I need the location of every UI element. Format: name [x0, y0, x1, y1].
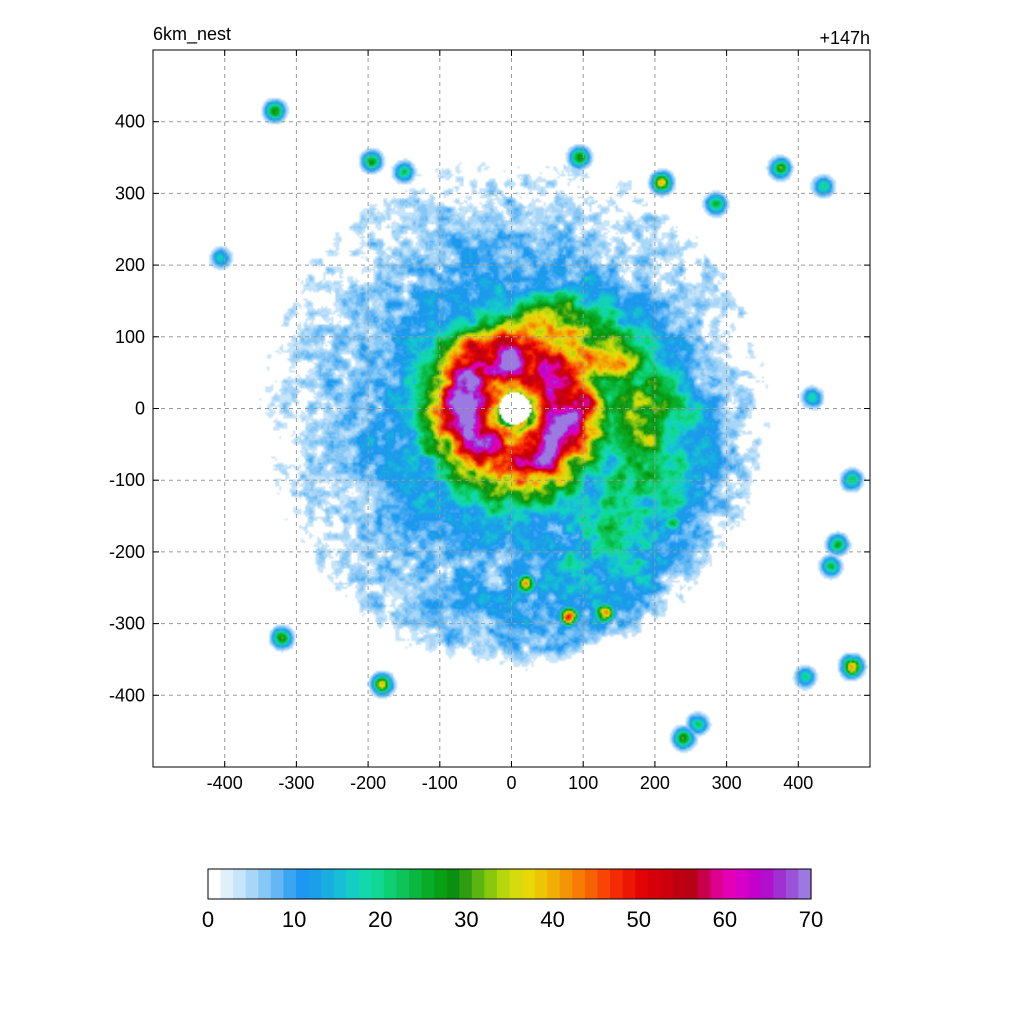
colorbar-label-7: 70 — [799, 907, 823, 932]
colorbar-swatch-5 — [270, 869, 284, 899]
colorbar-swatch-22 — [484, 869, 498, 899]
colorbar-swatch-1 — [220, 869, 234, 899]
colorbar-swatch-31 — [597, 869, 611, 899]
colorbar-swatch-39 — [697, 869, 712, 899]
colorbar-swatch-40 — [710, 869, 724, 899]
title-right: +147h — [819, 28, 870, 48]
x-axis: -400 -300 -200 -100 0 100 200 300 400 — [207, 50, 813, 793]
x-tick-label-0: -400 — [207, 773, 243, 793]
x-tick-label-2: -200 — [350, 773, 386, 793]
y-tick-label-2: 200 — [115, 255, 145, 275]
colorbar-label-4: 40 — [540, 907, 564, 932]
colorbar-swatch-20 — [459, 869, 473, 899]
x-tick-label-8: 400 — [783, 773, 813, 793]
colorbar-swatch-12 — [358, 869, 372, 899]
colorbar-swatch-15 — [396, 869, 410, 899]
colorbar-swatch-25 — [522, 869, 536, 899]
colorbar-swatch-24 — [509, 869, 523, 899]
colorbar-label-2: 20 — [368, 907, 392, 932]
y-tick-label-5: -100 — [109, 470, 145, 490]
colorbar-swatch-29 — [572, 869, 586, 899]
colorbar-label-6: 60 — [713, 907, 737, 932]
colorbar-swatch-46 — [785, 869, 800, 899]
colorbar-swatch-32 — [610, 869, 624, 899]
colorbar-swatch-13 — [371, 869, 385, 899]
x-tick-label-6: 200 — [640, 773, 670, 793]
intensity-field — [153, 50, 870, 767]
colorbar-swatch-34 — [635, 869, 649, 899]
colorbar-label-3: 30 — [454, 907, 478, 932]
x-tick-label-1: -300 — [278, 773, 314, 793]
colorbar-swatch-10 — [333, 869, 347, 899]
colorbar-swatch-3 — [245, 869, 259, 899]
colorbar-swatch-0 — [208, 869, 222, 899]
colorbar-swatch-7 — [295, 869, 310, 899]
colorbar-swatch-43 — [748, 869, 762, 899]
colorbar-swatch-28 — [559, 869, 573, 899]
colorbar-swatch-42 — [735, 869, 749, 899]
colorbar-swatch-9 — [321, 869, 335, 899]
plot-area — [153, 50, 870, 767]
colorbar-frame — [207, 868, 812, 900]
colorbar-swatch-21 — [471, 869, 485, 899]
colorbar-swatch-19 — [446, 869, 460, 899]
colorbar-swatch-37 — [672, 869, 686, 899]
colorbar-swatch-14 — [383, 869, 398, 899]
colorbar-swatch-26 — [534, 869, 548, 899]
x-tick-label-3: -100 — [422, 773, 458, 793]
colorbar-swatch-41 — [723, 869, 737, 899]
y-tick-label-1: 300 — [115, 183, 145, 203]
colorbar-swatch-4 — [258, 869, 272, 899]
y-tick-label-0: 400 — [115, 112, 145, 132]
x-tick-label-4: 0 — [506, 773, 516, 793]
title-left: 6km_nest — [153, 24, 231, 45]
x-tick-label-7: 300 — [712, 773, 742, 793]
colorbar-swatch-27 — [547, 869, 561, 899]
colorbar-swatch-11 — [346, 869, 360, 899]
colorbar-label-5: 50 — [626, 907, 650, 932]
colorbar: 0 10 20 30 40 50 60 70 — [202, 868, 823, 932]
colorbar-swatch-23 — [496, 869, 511, 899]
colorbar-swatch-44 — [760, 869, 774, 899]
colorbar-swatch-45 — [773, 869, 787, 899]
y-tick-label-7: -300 — [109, 614, 145, 634]
colorbar-swatch-17 — [421, 869, 435, 899]
y-axis: 400 300 200 100 0 -100 -200 -300 -400 — [109, 112, 870, 705]
colorbar-swatch-33 — [622, 869, 636, 899]
colorbar-swatch-6 — [283, 869, 297, 899]
colorbar-swatch-47 — [798, 869, 812, 899]
y-tick-label-6: -200 — [109, 542, 145, 562]
colorbar-swatch-18 — [434, 869, 448, 899]
x-tick-label-5: 100 — [568, 773, 598, 793]
colorbar-label-0: 0 — [202, 907, 214, 932]
colorbar-swatch-35 — [647, 869, 661, 899]
colorbar-swatch-38 — [685, 869, 699, 899]
colorbar-swatch-2 — [233, 869, 247, 899]
y-tick-label-8: -400 — [109, 685, 145, 705]
colorbar-swatch-16 — [409, 869, 423, 899]
colorbar-swatch-36 — [660, 869, 674, 899]
y-tick-label-3: 100 — [115, 327, 145, 347]
colorbar-swatch-30 — [584, 869, 599, 899]
colorbar-label-1: 10 — [282, 907, 306, 932]
colorbar-swatch-8 — [308, 869, 322, 899]
y-tick-label-4: 0 — [135, 399, 145, 419]
